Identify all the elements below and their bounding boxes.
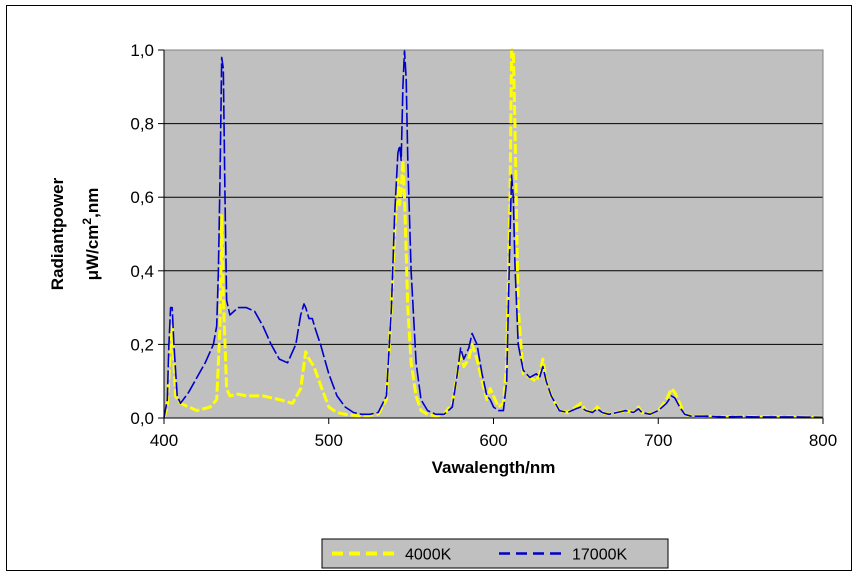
y-tick-label: 0,6 (130, 188, 154, 207)
y-axis-title-unit: μW/cm (83, 225, 102, 281)
plot-area (164, 50, 823, 418)
x-tick-label: 400 (150, 431, 178, 450)
x-tick-label: 600 (479, 431, 507, 450)
y-tick-label: 0,2 (130, 335, 154, 354)
legend-label-17000K: 17000K (572, 547, 627, 564)
series-layer (162, 48, 824, 419)
y-tick-label: 0,8 (130, 115, 154, 134)
legend-box (321, 538, 669, 569)
y-axis-title: Radiantpower μW/cm2,nm (48, 177, 102, 290)
y-axis-title-line1: Radiantpower (48, 177, 67, 290)
axes: 0,0 0,2 0,4 0,6 0,8 1,0 400 500 600 700 800 (130, 41, 837, 450)
x-axis-title: Vawalength/nm (432, 458, 556, 477)
y-axis-title-superscript: 2 (80, 218, 94, 225)
y-tick-label: 0,0 (130, 409, 154, 428)
x-tick-label: 700 (644, 431, 672, 450)
y-tick-label: 1,0 (130, 41, 154, 60)
x-tick-label: 800 (809, 431, 837, 450)
legend-label-4000K: 4000K (405, 547, 452, 564)
y-axis-title-suffix: ,nm (83, 188, 102, 218)
legend: 4000K 17000K (321, 538, 669, 569)
x-tick-label: 500 (315, 431, 343, 450)
y-tick-label: 0,4 (130, 262, 154, 281)
y-axis-title-line2: μW/cm2,nm (80, 188, 102, 281)
